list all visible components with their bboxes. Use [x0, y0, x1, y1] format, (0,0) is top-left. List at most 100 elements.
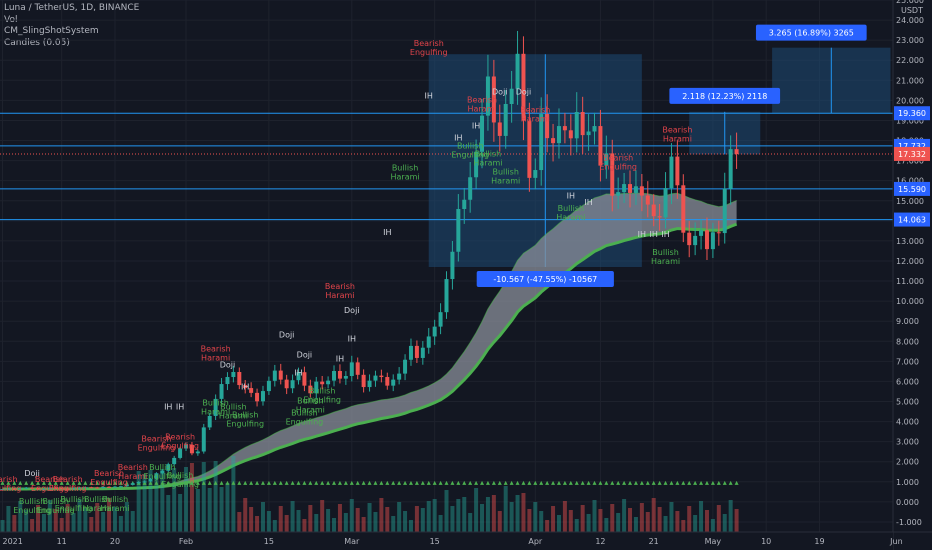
signal-triangle: [95, 480, 100, 485]
volume-bar: [503, 486, 508, 532]
signal-triangle: [491, 480, 496, 485]
measure-label-3: -10.567 (-47.55%) -10567: [493, 275, 597, 284]
signal-triangle: [669, 480, 674, 485]
candle-body: [710, 232, 715, 250]
signal-triangle: [260, 480, 265, 485]
candle-body: [172, 457, 177, 465]
signal-triangle: [497, 480, 502, 485]
volume-bar: [314, 514, 319, 532]
signal-triangle: [420, 480, 425, 485]
candle-body: [201, 427, 206, 452]
volume-bar: [562, 501, 567, 532]
volume-bar: [249, 507, 254, 532]
measure-label-1: 3.265 (16.89%) 3265: [769, 29, 854, 38]
volume-bar: [551, 506, 556, 532]
volume-bar: [716, 505, 721, 532]
volume-bar: [219, 487, 224, 532]
price-level-tag: 17.732: [898, 142, 926, 151]
ih-mark: IH: [383, 228, 391, 237]
signal-triangle: [24, 480, 29, 485]
volume-bar: [521, 493, 526, 532]
pattern-label: Bearish Harami: [201, 344, 231, 362]
volume-bar: [616, 513, 621, 532]
measure-label-2-bg: [669, 87, 781, 104]
volume-bar: [53, 509, 58, 532]
candle-body: [622, 184, 627, 193]
candle-body: [77, 487, 82, 489]
volume-bar: [592, 500, 597, 532]
volume-bar: [89, 517, 94, 532]
signal-triangle: [6, 480, 11, 485]
candle-body: [645, 195, 650, 205]
signal-triangle: [314, 480, 319, 485]
volume-bar: [556, 515, 561, 532]
candle-body: [716, 232, 721, 234]
volume-bar: [604, 518, 609, 532]
y-tick-label: 23.000: [896, 36, 924, 45]
signal-triangle: [468, 480, 473, 485]
measure-label-3-bg: [476, 271, 614, 288]
signal-triangle: [243, 480, 248, 485]
volume-bar: [681, 520, 686, 532]
indicator-candles[interactable]: Candles (0.05): [4, 37, 70, 48]
volume-bar: [639, 503, 644, 532]
candle-body: [426, 336, 431, 348]
candle-body: [41, 489, 46, 491]
volume-bar: [426, 501, 431, 532]
candle-body: [598, 126, 603, 166]
indicator-vol[interactable]: Vol: [4, 14, 18, 25]
indicator-slingshot[interactable]: CM_SlingShotSystem: [4, 26, 99, 36]
pattern-label: Bullish Harami: [296, 397, 325, 415]
volume-bar: [195, 489, 200, 532]
candle-body: [379, 375, 384, 378]
candle-body: [639, 186, 644, 196]
volume-bar: [432, 499, 437, 532]
candle-body: [24, 487, 29, 489]
signal-triangle: [308, 480, 313, 485]
candle-body: [580, 112, 585, 136]
signal-triangle: [367, 480, 372, 485]
volume-bar: [509, 502, 514, 532]
pattern-label: Bullish Harami: [556, 204, 585, 222]
candle-body: [302, 372, 307, 386]
measure-labels: 3.265 (16.89%) 3265 2.118 (12.23%) 2118 -1…: [476, 24, 867, 288]
volume-bar: [349, 499, 354, 532]
signal-triangle: [284, 480, 289, 485]
y-tick-label: 2.000: [896, 458, 919, 467]
last-price-tag: 17.332: [898, 150, 926, 159]
volume-bar: [722, 514, 727, 532]
candle-body: [189, 444, 194, 454]
volume-bar: [41, 514, 46, 532]
candle-body: [272, 370, 277, 381]
volume-bar: [308, 505, 313, 532]
signal-triangle: [403, 480, 408, 485]
signal-triangle: [18, 480, 23, 485]
x-tick-label: 10: [761, 537, 771, 546]
signal-triangle: [527, 480, 532, 485]
signal-triangle: [645, 480, 650, 485]
volume-bar: [178, 494, 183, 532]
candle-body: [36, 488, 41, 490]
y-tick-label: 5.000: [896, 398, 919, 407]
candle-body: [219, 384, 224, 399]
candle-body: [586, 131, 591, 136]
signal-triangle: [397, 480, 402, 485]
candle-body: [237, 371, 242, 386]
candle-body: [474, 151, 479, 178]
pattern-label: Bullish Engulfing: [303, 386, 341, 404]
y-tick-label: 25.000: [896, 0, 924, 5]
ih-mark: IH: [567, 192, 575, 201]
volume-bar: [337, 504, 342, 532]
price-level-tag-bg: [894, 212, 930, 227]
y-tick-label: 22.000: [896, 56, 924, 65]
candle-body: [343, 376, 348, 379]
candle-body: [255, 392, 260, 402]
candle-body: [444, 279, 449, 313]
x-tick-label: 2021: [3, 537, 23, 546]
candle-body: [556, 126, 561, 144]
signal-triangle: [77, 480, 82, 485]
ih-mark: IH: [348, 334, 356, 343]
volume-bar: [332, 518, 337, 532]
